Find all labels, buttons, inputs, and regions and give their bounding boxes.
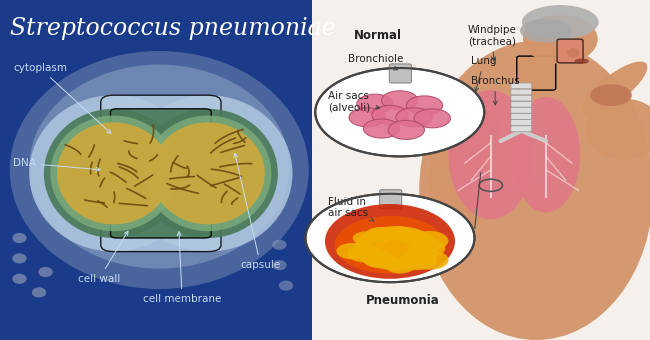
Circle shape bbox=[365, 227, 395, 242]
Text: Lung: Lung bbox=[471, 56, 497, 91]
Ellipse shape bbox=[144, 116, 272, 231]
Text: Bronchus: Bronchus bbox=[471, 76, 519, 105]
Ellipse shape bbox=[29, 95, 198, 252]
Ellipse shape bbox=[279, 280, 293, 291]
Text: DNA: DNA bbox=[13, 158, 100, 171]
Circle shape bbox=[590, 84, 632, 106]
Circle shape bbox=[414, 109, 450, 128]
Ellipse shape bbox=[29, 65, 289, 269]
Ellipse shape bbox=[124, 95, 292, 252]
Ellipse shape bbox=[448, 90, 533, 219]
FancyBboxPatch shape bbox=[517, 56, 556, 90]
Text: Bronchiole: Bronchiole bbox=[348, 54, 403, 70]
Ellipse shape bbox=[12, 253, 27, 264]
FancyBboxPatch shape bbox=[111, 109, 211, 238]
Circle shape bbox=[388, 120, 424, 139]
Ellipse shape bbox=[57, 122, 170, 224]
Ellipse shape bbox=[50, 116, 177, 231]
Text: Streptococcus pneumoniae: Streptococcus pneumoniae bbox=[10, 17, 335, 40]
Ellipse shape bbox=[335, 216, 445, 274]
Ellipse shape bbox=[522, 5, 599, 39]
Circle shape bbox=[396, 108, 432, 127]
Ellipse shape bbox=[12, 274, 27, 284]
Ellipse shape bbox=[403, 99, 500, 160]
Circle shape bbox=[349, 108, 385, 127]
Ellipse shape bbox=[523, 15, 598, 64]
Circle shape bbox=[411, 250, 448, 270]
Circle shape bbox=[336, 243, 368, 259]
Circle shape bbox=[382, 91, 418, 110]
Ellipse shape bbox=[567, 48, 580, 57]
Ellipse shape bbox=[585, 99, 650, 160]
Ellipse shape bbox=[512, 97, 580, 212]
Circle shape bbox=[408, 239, 445, 258]
Text: cytoplasm: cytoplasm bbox=[13, 63, 111, 133]
Circle shape bbox=[347, 244, 382, 262]
Text: cell wall: cell wall bbox=[78, 231, 128, 284]
Ellipse shape bbox=[600, 96, 642, 149]
Circle shape bbox=[372, 105, 408, 124]
Ellipse shape bbox=[38, 267, 53, 277]
Ellipse shape bbox=[44, 109, 183, 238]
FancyBboxPatch shape bbox=[511, 120, 532, 125]
Circle shape bbox=[363, 251, 396, 268]
Text: capsule: capsule bbox=[234, 153, 281, 270]
Ellipse shape bbox=[32, 287, 46, 298]
FancyBboxPatch shape bbox=[389, 64, 411, 83]
Ellipse shape bbox=[151, 122, 265, 224]
Ellipse shape bbox=[419, 41, 650, 340]
Ellipse shape bbox=[272, 240, 287, 250]
FancyBboxPatch shape bbox=[511, 83, 532, 89]
Circle shape bbox=[399, 250, 437, 270]
Bar bbox=[0, 0, 312, 340]
Text: Fluid in
air sacs: Fluid in air sacs bbox=[328, 197, 374, 221]
Circle shape bbox=[357, 94, 393, 113]
FancyBboxPatch shape bbox=[101, 95, 221, 252]
Text: Windpipe
(trachea): Windpipe (trachea) bbox=[468, 25, 517, 61]
FancyBboxPatch shape bbox=[511, 126, 532, 132]
Circle shape bbox=[411, 231, 448, 251]
Circle shape bbox=[306, 194, 474, 282]
Ellipse shape bbox=[138, 109, 278, 238]
Circle shape bbox=[406, 96, 443, 115]
FancyBboxPatch shape bbox=[511, 107, 532, 113]
Circle shape bbox=[363, 119, 400, 138]
Ellipse shape bbox=[354, 226, 439, 270]
Ellipse shape bbox=[272, 260, 287, 270]
Ellipse shape bbox=[10, 51, 309, 289]
Text: cell membrane: cell membrane bbox=[143, 232, 222, 304]
Ellipse shape bbox=[520, 19, 572, 42]
Ellipse shape bbox=[12, 233, 27, 243]
Circle shape bbox=[315, 68, 484, 156]
Circle shape bbox=[398, 231, 424, 244]
FancyBboxPatch shape bbox=[557, 39, 583, 63]
Bar bbox=[312, 0, 650, 340]
FancyBboxPatch shape bbox=[511, 114, 532, 119]
Ellipse shape bbox=[581, 62, 647, 115]
Ellipse shape bbox=[429, 143, 474, 251]
Circle shape bbox=[386, 226, 412, 240]
Text: Pneumonia: Pneumonia bbox=[366, 294, 439, 307]
FancyBboxPatch shape bbox=[511, 89, 532, 95]
FancyBboxPatch shape bbox=[511, 101, 532, 107]
Circle shape bbox=[353, 231, 379, 245]
Text: Air sacs
(alveoli): Air sacs (alveoli) bbox=[328, 91, 380, 113]
Text: Normal: Normal bbox=[354, 29, 402, 42]
Ellipse shape bbox=[575, 58, 589, 64]
FancyBboxPatch shape bbox=[380, 190, 402, 209]
FancyBboxPatch shape bbox=[511, 95, 532, 101]
Circle shape bbox=[385, 258, 415, 274]
Ellipse shape bbox=[325, 204, 455, 279]
